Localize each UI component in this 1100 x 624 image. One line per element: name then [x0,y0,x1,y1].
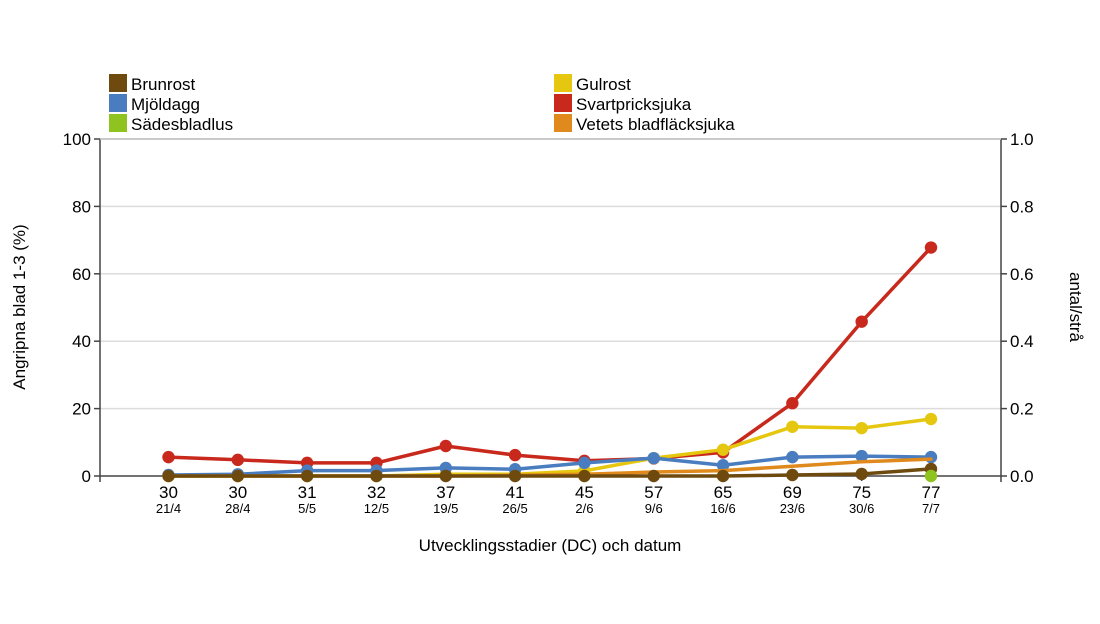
x-tick-label-dc: 45 [575,483,594,502]
data-point-brunrost [508,469,522,483]
y-tick-label: 20 [72,400,91,419]
y2-tick-label: 0.2 [1010,400,1034,419]
y-tick-label: 40 [72,332,91,351]
legend-swatch-gulrost [554,74,572,92]
x-tick-label-dc: 69 [783,483,802,502]
data-point-gulrost [924,412,938,426]
data-point-svartpricksjuka [855,315,868,328]
x-tick-label-date: 26/5 [502,501,527,516]
x-tick-label-dc: 41 [506,483,525,502]
x-tick-label-dc: 75 [852,483,871,502]
series-line-mjöldagg [166,454,933,477]
data-point-mjöldagg [716,459,730,472]
y2-tick-label: 0.4 [1010,332,1034,351]
data-point-svartpricksjuka [162,450,175,464]
data-point-brunrost [855,467,868,481]
x-tick-label-date: 7/7 [922,501,940,516]
data-point-brunrost [162,469,175,483]
data-point-svartpricksjuka [439,439,452,453]
data-point-brunrost [231,469,245,483]
legend-swatch-sädesbladlus [109,114,127,132]
legend-label-gulrost: Gulrost [576,75,631,94]
x-tick-label-date: 23/6 [780,501,805,516]
series-svartpricksjuka [162,241,938,470]
y-axis-label: Angripna blad 1-3 (%) [10,224,29,389]
series-line-brunrost [166,467,933,478]
y-tick-label: 100 [63,130,91,149]
data-point-gulrost [716,443,730,456]
data-point-brunrost [716,469,730,483]
y2-tick-label: 0.8 [1010,197,1034,216]
legend-label-sädesbladlus: Sädesbladlus [131,115,233,134]
data-point-mjöldagg [855,449,868,463]
legend-swatch-vetets-bladfläcksjuka [554,114,572,132]
x-tick-label-date: 28/4 [225,501,250,516]
data-point-mjöldagg [786,450,799,464]
y2-axis-label: antal/strå [1066,272,1085,342]
x-tick-label-date: 5/5 [298,501,316,516]
data-point-mjöldagg [578,456,591,470]
x-tick-label-dc: 30 [228,483,247,502]
legend-label-svartpricksjuka: Svartpricksjuka [576,95,692,114]
data-point-svartpricksjuka [508,448,522,462]
data-point-brunrost [786,468,799,482]
y2-tick-label: 1.0 [1010,130,1034,149]
x-tick-label-dc: 30 [159,483,178,502]
series-line-svartpricksjuka [166,245,933,465]
x-axis-label: Utvecklingsstadier (DC) och datum [419,536,682,555]
x-tick-label-dc: 77 [922,483,941,502]
x-tick-label-date: 9/6 [645,501,663,516]
y2-tick-label: 0.6 [1010,265,1034,284]
legend-swatch-svartpricksjuka [554,94,572,112]
data-point-brunrost [370,469,383,483]
data-point-svartpricksjuka [231,453,245,467]
x-tick-label-date: 21/4 [156,501,181,516]
data-point-mjöldagg [647,451,660,465]
data-point-gulrost [786,420,799,433]
y-tick-label: 60 [72,265,91,284]
data-point-svartpricksjuka [786,397,799,410]
legend-label-brunrost: Brunrost [131,75,196,94]
x-tick-label-date: 30/6 [849,501,874,516]
legend-swatch-mjöldagg [109,94,127,112]
data-point-brunrost [439,469,452,483]
series-layer [162,241,938,483]
data-point-brunrost [300,469,314,483]
y-tick-label: 0 [82,467,91,486]
x-tick-label-dc: 32 [367,483,386,502]
x-tick-label-dc: 37 [436,483,455,502]
series-sädesbladlus [924,469,938,483]
x-tick-label-date: 16/6 [710,501,735,516]
x-tick-label-dc: 57 [644,483,663,502]
legend-label-vetets-bladfläcksjuka: Vetets bladfläcksjuka [576,115,735,134]
legend-label-mjöldagg: Mjöldagg [131,95,200,114]
data-point-svartpricksjuka [924,241,938,254]
data-point-brunrost [647,469,660,483]
x-tick-label-date: 19/5 [433,501,458,516]
legend-swatch-brunrost [109,74,127,92]
x-tick-label-date: 12/5 [364,501,389,516]
data-point-gulrost [855,421,868,435]
x-tick-label-date: 2/6 [575,501,593,516]
data-point-brunrost [578,469,591,483]
data-point-sädesbladlus [924,469,938,483]
legend: Brunrost Gulrost Mjöldagg Svartpricksjuka Sä… [109,74,735,134]
x-tick-label-dc: 65 [714,483,733,502]
data-point-mjöldagg [924,450,938,464]
axes: 0204060801000.00.20.40.60.81.03021/43028… [63,130,1034,516]
series-brunrost [162,462,938,483]
gridlines [100,138,1001,410]
y-tick-label: 80 [72,197,91,216]
y2-tick-label: 0.0 [1010,467,1034,486]
x-tick-label-dc: 31 [298,483,317,502]
